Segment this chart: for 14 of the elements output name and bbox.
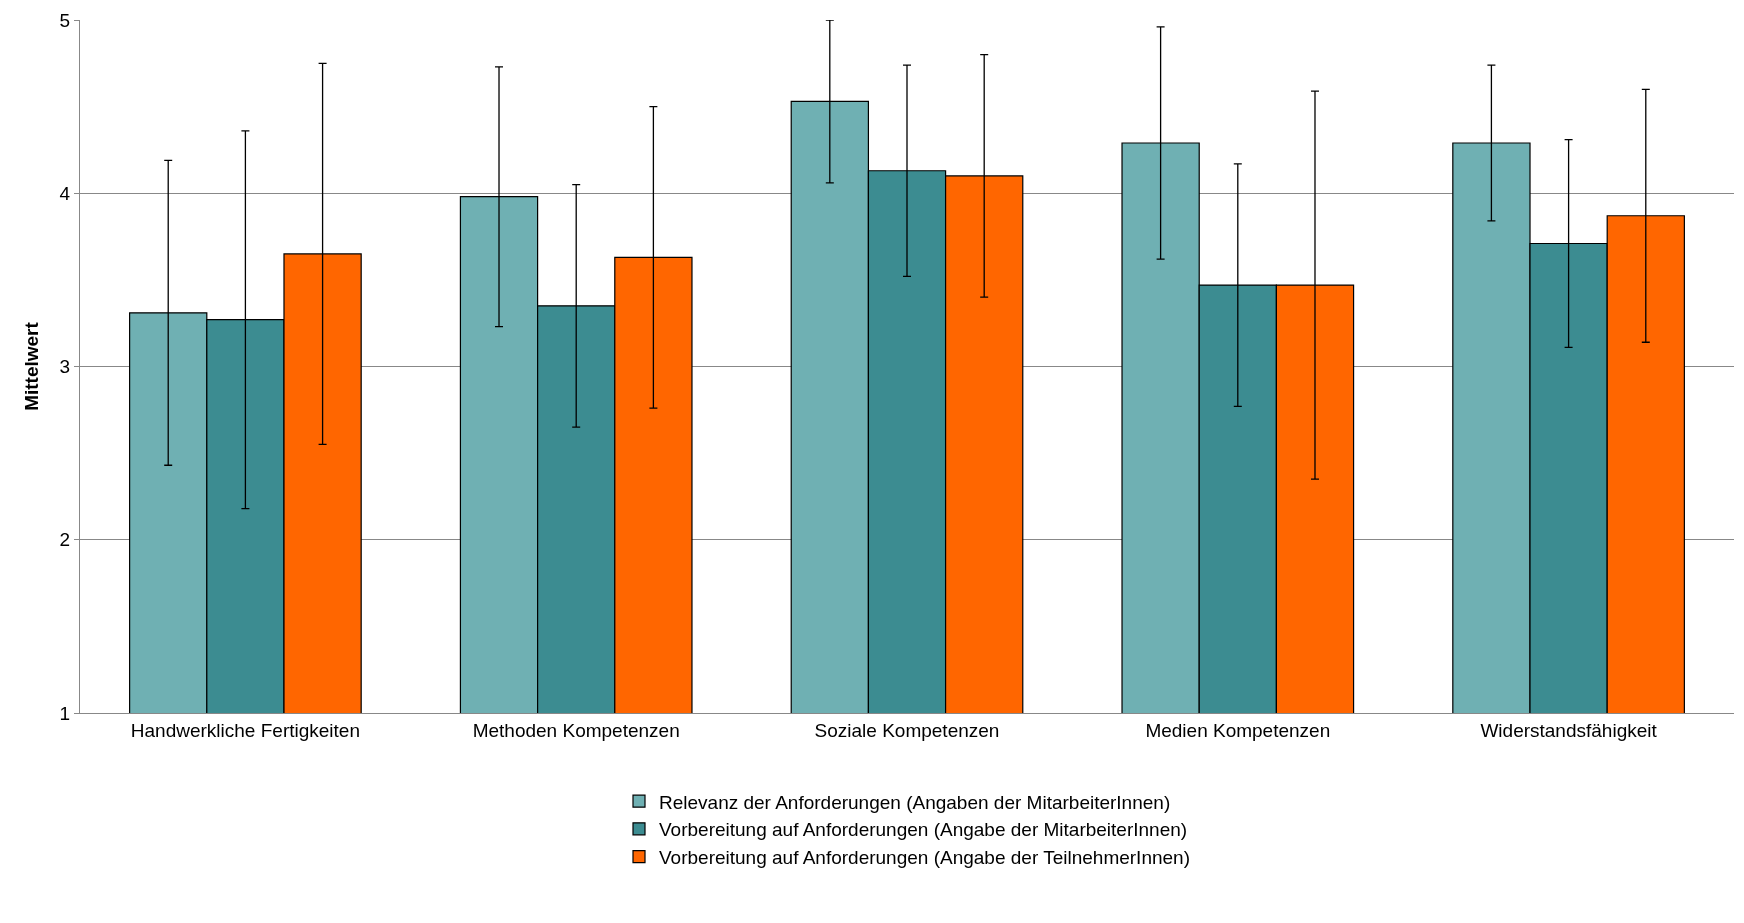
- x-tick-label: Soziale Kompetenzen: [814, 719, 1000, 741]
- y-tick-label: 2: [59, 529, 71, 551]
- x-tick-label: Medien Kompetenzen: [1145, 719, 1331, 741]
- x-tick-label: Widerstandsfähigkeit: [1480, 719, 1658, 741]
- y-tick-label: 4: [59, 182, 71, 204]
- legend-label: Vorbereitung auf Anforderungen (Angabe der TeilnehmerInnen): [659, 846, 1190, 868]
- y-tick-label: 3: [59, 356, 71, 378]
- legend-label: Vorbereitung auf Anforderungen (Angabe der MitarbeiterInnen): [659, 819, 1188, 841]
- y-tick-label: 1: [59, 702, 71, 724]
- x-tick-label: Methoden Kompetenzen: [472, 719, 680, 741]
- legend-label: Relevanz der Anforderungen (Angaben der MitarbeiterInnen): [659, 791, 1171, 813]
- y-axis-title: Mittelwert: [21, 321, 43, 411]
- x-tick-label: Handwerkliche Fertigkeiten: [130, 719, 360, 741]
- y-tick-label: 5: [59, 9, 71, 31]
